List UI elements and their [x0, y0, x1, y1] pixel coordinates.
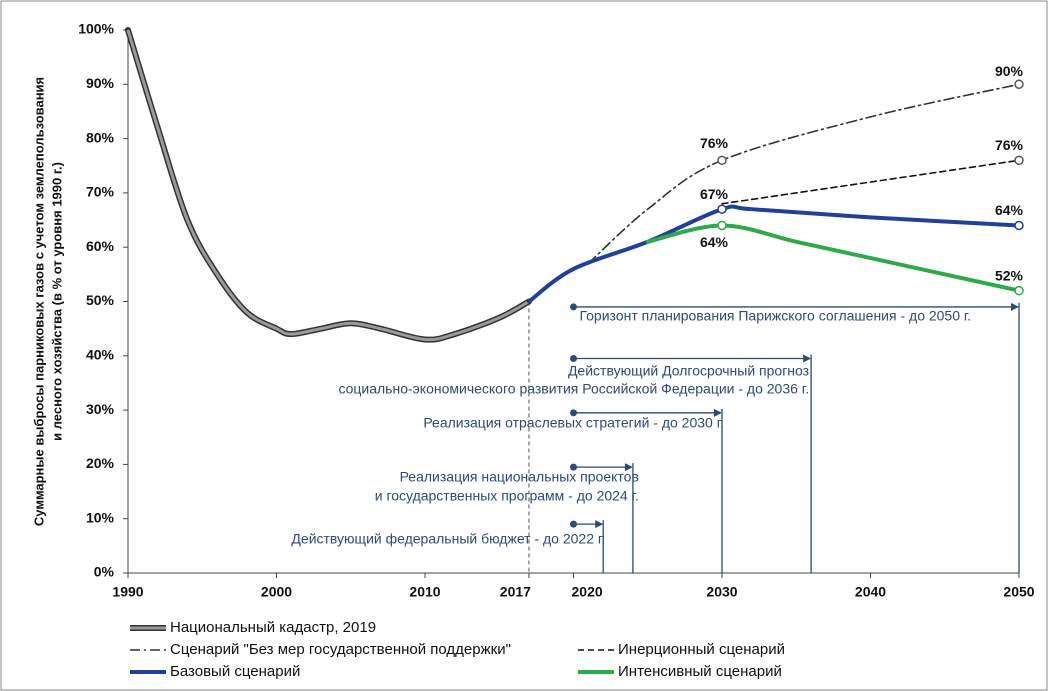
point-marker [1014, 155, 1024, 166]
point-marker [717, 155, 727, 166]
horizon-start [570, 463, 577, 471]
legend-label: Сценарий "Без мер государственной поддер… [170, 641, 511, 658]
y-axis-label: Суммарные выбросы парниковых газов с уче… [31, 77, 46, 526]
point-marker [717, 220, 727, 231]
horizon-label: Действующий федеральный бюджет - до 2022… [291, 531, 605, 547]
horizon-start [570, 520, 577, 528]
horizon-start [570, 409, 577, 417]
legend-label: Инерционный сценарий [618, 641, 785, 658]
x-tick-label: 2017 [500, 584, 531, 600]
x-tick-label: 2030 [706, 584, 737, 600]
arrow-head [803, 354, 812, 363]
y-tick-label: 30% [86, 401, 115, 417]
value-label: 76% [995, 137, 1024, 153]
x-tick-label: 2000 [261, 584, 292, 600]
point-marker [1014, 79, 1024, 90]
arrow-head [1011, 302, 1019, 311]
value-label: 64% [700, 234, 729, 250]
point-marker [717, 204, 727, 214]
value-label: 67% [700, 186, 729, 202]
x-tick-label: 1990 [112, 584, 143, 600]
arrow-head [714, 408, 722, 417]
series-line [526, 204, 1021, 304]
y-tick-label: 40% [86, 347, 115, 363]
y-tick-label: 50% [86, 292, 115, 308]
arrow-head [595, 520, 604, 529]
value-label: 76% [700, 135, 729, 151]
horizon-label: социально-экономического развития Россий… [338, 381, 809, 397]
horizon-label: Реализация национальных проектов [400, 469, 639, 485]
x-tick-label: 2010 [409, 584, 440, 600]
horizon-label: Реализация отраслевых стратегий - до 203… [423, 415, 724, 431]
y-tick-label: 60% [86, 238, 115, 254]
y-tick-label: 10% [86, 509, 115, 525]
arrow-head [624, 463, 633, 472]
x-tick-label: 2020 [572, 584, 603, 600]
legend-label: Национальный кадастр, 2019 [170, 619, 376, 636]
y-tick-label: 20% [86, 455, 115, 471]
legend-label: Базовый сценарий [170, 663, 300, 680]
y-tick-label: 80% [86, 129, 115, 145]
value-label: 90% [995, 63, 1024, 79]
horizon-start [570, 303, 577, 311]
y-tick-label: 90% [86, 75, 115, 91]
value-label: 52% [995, 267, 1024, 283]
series-line [721, 159, 1020, 205]
y-axis-label: и лесного хозяйства (в % от уровня 1990 … [49, 162, 64, 441]
horizon-label: и государственных программ - до 2024 г. [375, 488, 639, 504]
point-marker [1014, 285, 1024, 296]
y-tick-label: 70% [86, 184, 115, 200]
y-tick-label: 100% [78, 21, 114, 37]
series-line [587, 83, 1020, 265]
point-marker [1014, 220, 1024, 231]
series-line-inner [126, 29, 530, 342]
horizon-label: Горизонт планирования Парижского соглаше… [580, 308, 972, 324]
value-label: 64% [995, 202, 1024, 218]
horizon-label: Действующий Долгосрочный прогноз [568, 363, 809, 379]
y-tick-label: 0% [94, 564, 115, 580]
series-line [645, 223, 1021, 293]
legend-label: Интенсивный сценарий [618, 663, 782, 680]
x-tick-label: 2040 [855, 584, 886, 600]
x-tick-label: 2050 [1003, 584, 1034, 600]
horizon-start [570, 355, 577, 363]
